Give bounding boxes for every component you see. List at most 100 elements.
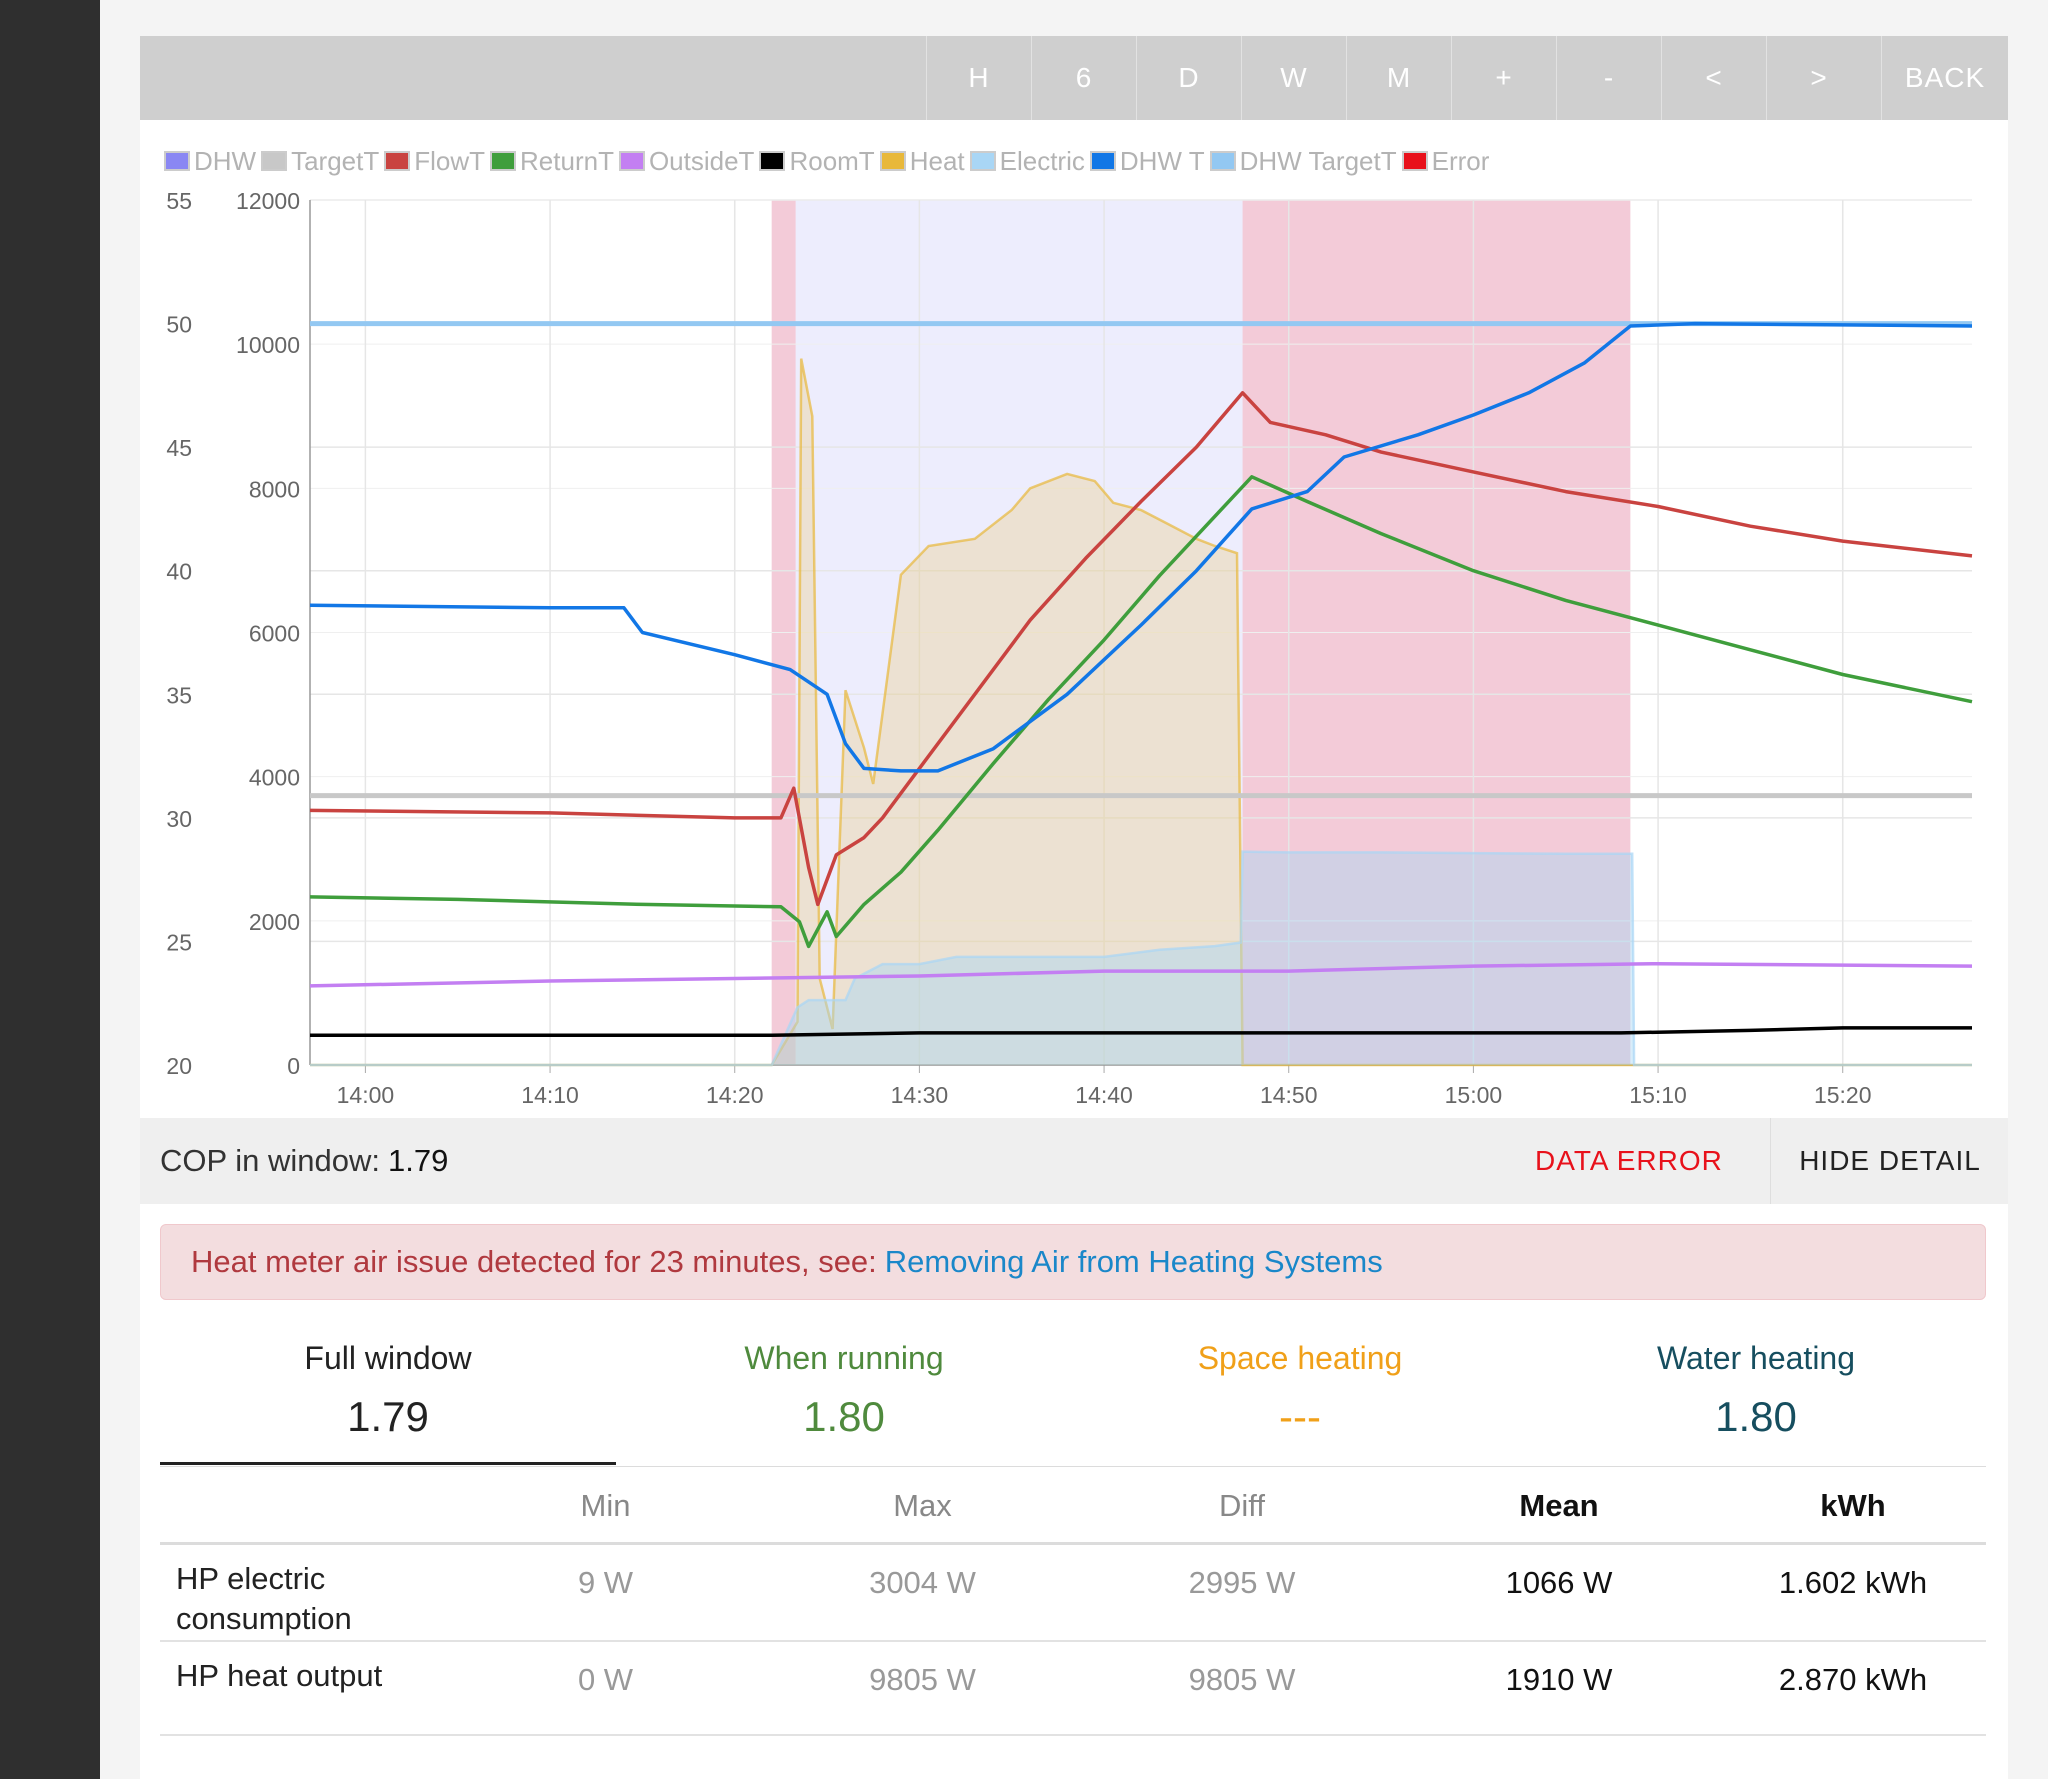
hide-detail-button[interactable]: HIDE DETAIL [1770,1118,2009,1204]
tab-label: Water heating [1656,1340,1856,1376]
left-margin [100,0,140,1779]
cell-mean: 1066 W [1398,1543,1720,1642]
col-header-kwh: kWh [1720,1470,1986,1545]
tab-full-window[interactable]: Full window 1.79 [160,1330,616,1466]
legend-item-dhw-t[interactable]: DHW T [1089,145,1205,177]
tab-label: Full window [304,1340,472,1376]
hour-view-button[interactable]: H [926,36,1031,120]
day-view-button[interactable]: D [1136,36,1241,120]
y-right-tick-label: 12000 [236,188,300,214]
cell-diff: 9805 W [1086,1641,1398,1736]
tab-when-running[interactable]: When running 1.80 [616,1330,1072,1466]
cell-mean: 1910 W [1398,1641,1720,1736]
zoom-out-button[interactable]: - [1556,36,1661,120]
legend-item-roomt[interactable]: RoomT [759,145,875,177]
x-tick-label: 14:00 [337,1082,395,1108]
app-sidebar [0,0,100,1779]
legend-item-dhw[interactable]: DHW [164,146,256,177]
legend-label: Electric [999,145,1085,176]
legend-item-returnt[interactable]: ReturnT [490,146,614,177]
series-line-electric [310,850,1972,1067]
pan-right-button[interactable]: > [1766,36,1871,120]
y-left-tick-label: 55 [166,188,192,214]
legend-item-error[interactable]: Error [1401,145,1490,177]
y-right-tick-label: 6000 [249,621,300,647]
legend-label: FlowT [414,145,486,176]
legend-swatch [1089,151,1116,171]
cop-window-label: COP in window: [160,1143,380,1178]
active-tab-underline [160,1462,616,1465]
y-right-tick-label: 0 [287,1053,300,1079]
stats-table: Min Max Diff Mean kWh HP electric consum… [160,1470,1986,1736]
tab-label: Space heating [1197,1340,1403,1376]
x-tick-label: 15:20 [1814,1082,1872,1108]
y-left-tick-label: 35 [166,682,192,708]
six-hour-view-button[interactable]: 6 [1031,36,1136,120]
chart-area: DHW TargetT FlowT ReturnT OutsideT RoomT Heat E… [140,120,2008,1118]
legend-label: Error [1431,145,1490,176]
tab-water-heating[interactable]: Water heating 1.80 [1528,1330,1984,1466]
col-header-label [160,1470,452,1545]
row-label: HP electric consumption [160,1543,452,1642]
legend-label: RoomT [789,145,875,176]
legend-swatch [261,151,288,171]
zoom-in-button[interactable]: + [1451,36,1556,120]
tab-cop-value: 1.80 [803,1393,885,1440]
x-tick-label: 14:10 [521,1082,579,1108]
legend-label: DHW [194,145,257,176]
legend-label: ReturnT [520,145,614,176]
series-line-returnt [309,475,1973,949]
legend-item-outsidet[interactable]: OutsideT [618,145,755,177]
series-line-outsidet [309,961,1973,988]
series-line-heat [310,358,1972,1067]
legend-swatch [1209,151,1236,171]
legend-swatch [490,151,517,171]
legend-item-targett[interactable]: TargetT [261,146,379,177]
pan-left-button[interactable]: < [1661,36,1766,120]
legend-swatch [879,151,906,171]
tab-space-heating[interactable]: Space heating --- [1072,1330,1528,1466]
legend-item-flowt[interactable]: FlowT [384,146,485,177]
cell-diff: 2995 W [1086,1543,1398,1642]
legend-label: Heat [909,145,965,176]
y-right-tick-label: 10000 [236,332,300,358]
legend-label: DHW T [1119,145,1205,176]
y-right-tick-label: 8000 [249,476,300,502]
legend-swatch [164,151,190,171]
tab-cop-value: 1.80 [1715,1393,1797,1440]
y-right-tick-label: 2000 [249,909,300,935]
row-label: HP heat output [160,1641,452,1736]
cell-max: 9805 W [759,1641,1086,1736]
chart-legend: DHW TargetT FlowT ReturnT OutsideT RoomT Heat E… [164,146,1494,176]
col-header-max: Max [759,1470,1086,1545]
x-tick-label: 15:00 [1445,1082,1503,1108]
week-view-button[interactable]: W [1241,36,1346,120]
y-left-tick-label: 30 [166,806,192,832]
legend-swatch [969,151,996,171]
y-left-tick-label: 45 [166,435,192,461]
legend-label: OutsideT [648,145,755,176]
legend-swatch [759,151,786,171]
legend-swatch [1401,151,1428,171]
legend-item-electric[interactable]: Electric [969,145,1085,177]
data-error-button[interactable]: DATA ERROR [1535,1145,1723,1176]
alert-text: Heat meter air issue detected for 23 min… [191,1244,877,1279]
x-tick-label: 14:30 [891,1082,949,1108]
legend-swatch [384,151,411,171]
y-left-tick-label: 25 [166,929,192,955]
month-view-button[interactable]: M [1346,36,1451,120]
table-row: HP heat output 0 W 9805 W 9805 W 1910 W … [160,1641,1986,1736]
y-left-tick-label: 40 [166,559,192,585]
cell-kwh: 2.870 kWh [1720,1641,1986,1736]
y-left-tick-label: 50 [166,312,192,338]
legend-item-heat[interactable]: Heat [879,145,965,177]
air-issue-alert: Heat meter air issue detected for 23 min… [160,1224,1986,1300]
cell-min: 0 W [452,1641,759,1736]
col-header-min: Min [452,1470,759,1545]
cop-summary-bar: COP in window: 1.79 DATA ERROR HIDE DETA… [140,1118,2008,1204]
y-left-tick-label: 20 [166,1053,192,1079]
removing-air-link[interactable]: Removing Air from Heating Systems [884,1244,1383,1279]
chart-toolbar: H 6 D W M + - < > BACK [140,36,2008,120]
back-button[interactable]: BACK [1881,36,2008,120]
legend-item-dhw-targett[interactable]: DHW TargetT [1209,146,1397,177]
